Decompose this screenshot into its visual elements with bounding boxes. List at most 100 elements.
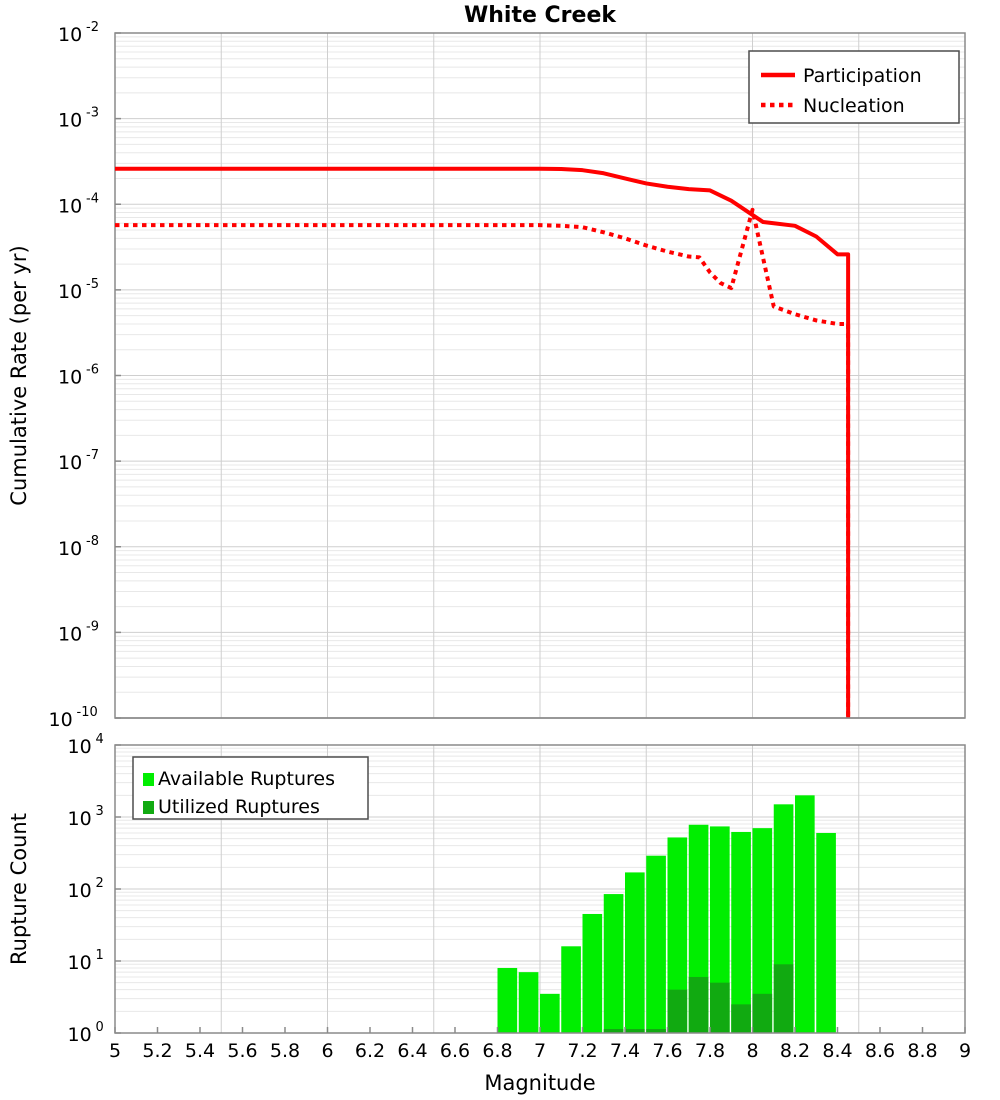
x-tick-label: 9 bbox=[959, 1040, 971, 1062]
bar-utilized-ruptures bbox=[773, 964, 794, 1033]
tick-exponent: -3 bbox=[86, 106, 99, 121]
histogram-bar-group[interactable] bbox=[561, 946, 581, 1033]
bar-utilized-ruptures bbox=[688, 976, 709, 1033]
x-tick-label: 8.4 bbox=[822, 1040, 852, 1062]
bar-available-ruptures bbox=[752, 828, 773, 1033]
histogram-legend[interactable]: Available Ruptures Utilized Ruptures bbox=[132, 756, 369, 820]
histogram-bar-group[interactable] bbox=[710, 826, 730, 1033]
mfd-legend[interactable]: Participation Nucleation bbox=[748, 50, 960, 124]
y-tick-label: 10 -3 bbox=[58, 106, 99, 132]
bar-available-ruptures bbox=[603, 894, 624, 1033]
bar-utilized-ruptures bbox=[731, 1004, 751, 1033]
y-axis-ticks-hist: 10 0 10 1 10 2 10 3 10 4 bbox=[68, 732, 121, 1046]
histogram-bar-group[interactable] bbox=[646, 855, 666, 1033]
tick-mantissa: 10 bbox=[68, 736, 92, 758]
histogram-bar-group[interactable] bbox=[816, 832, 836, 1033]
bar-utilized-ruptures bbox=[646, 1029, 666, 1033]
tick-exponent: 2 bbox=[96, 876, 104, 891]
histogram-bar-group[interactable] bbox=[773, 804, 794, 1033]
tick-mantissa: 10 bbox=[68, 1024, 92, 1046]
tick-exponent: -9 bbox=[86, 619, 99, 634]
y-tick-label: 10 -5 bbox=[58, 277, 99, 303]
y-tick-label: 10 1 bbox=[68, 948, 104, 974]
bar-available-ruptures bbox=[816, 832, 836, 1033]
tick-exponent: -7 bbox=[86, 448, 99, 463]
legend-label-nucleation: Nucleation bbox=[803, 95, 905, 117]
histogram-bar-group[interactable] bbox=[540, 993, 560, 1033]
bar-utilized-ruptures bbox=[752, 993, 773, 1033]
x-tick-label: 6.8 bbox=[482, 1040, 512, 1062]
histogram-bar-group[interactable] bbox=[667, 837, 688, 1033]
x-tick-label: 5.4 bbox=[185, 1040, 215, 1062]
histogram-bar-group[interactable] bbox=[603, 894, 624, 1033]
histogram-bar-group[interactable] bbox=[582, 913, 603, 1033]
bar-utilized-ruptures bbox=[603, 1029, 624, 1033]
tick-exponent: -4 bbox=[86, 191, 99, 206]
x-tick-label: 6.4 bbox=[397, 1040, 427, 1062]
x-tick-label: 5.6 bbox=[227, 1040, 257, 1062]
x-tick-label: 6 bbox=[321, 1040, 333, 1062]
y-tick-label: 10 -2 bbox=[58, 20, 99, 46]
grid-lines bbox=[114, 32, 966, 719]
tick-exponent: 1 bbox=[96, 948, 104, 963]
y-axis-title-mfd: Cumulative Rate (per yr) bbox=[7, 245, 31, 505]
bar-available-ruptures bbox=[540, 993, 560, 1033]
bar-available-ruptures bbox=[731, 831, 751, 1033]
histogram-bar-group[interactable] bbox=[752, 828, 773, 1033]
tick-mantissa: 10 bbox=[49, 709, 73, 731]
mfd-legend-box bbox=[748, 50, 960, 124]
y-tick-label: 10 0 bbox=[68, 1020, 104, 1046]
x-tick-label: 5 bbox=[109, 1040, 121, 1062]
y-axis-title-hist: Rupture Count bbox=[7, 813, 31, 965]
y-tick-label: 10 -6 bbox=[58, 363, 99, 389]
bar-available-ruptures bbox=[795, 795, 815, 1033]
x-axis-title: Magnitude bbox=[484, 1071, 595, 1095]
x-tick-label: 7.2 bbox=[567, 1040, 597, 1062]
y-tick-label: 10 4 bbox=[68, 732, 104, 758]
x-tick-label: 7 bbox=[534, 1040, 546, 1062]
bar-available-ruptures bbox=[625, 872, 645, 1033]
tick-mantissa: 10 bbox=[68, 808, 92, 830]
bar-utilized-ruptures bbox=[710, 982, 730, 1033]
histogram-bars bbox=[497, 795, 836, 1033]
tick-exponent: 4 bbox=[96, 732, 104, 747]
legend-swatch-available bbox=[143, 773, 154, 786]
x-tick-label: 8.2 bbox=[780, 1040, 810, 1062]
chart-title: White Creek bbox=[464, 3, 617, 28]
x-tick-label: 5.8 bbox=[270, 1040, 300, 1062]
legend-label-utilized: Utilized Ruptures bbox=[158, 796, 320, 818]
x-tick-label: 7.8 bbox=[695, 1040, 725, 1062]
series-line-participation bbox=[115, 166, 851, 718]
histogram-bar-group[interactable] bbox=[731, 831, 751, 1033]
x-tick-label: 7.6 bbox=[652, 1040, 682, 1062]
bar-available-ruptures bbox=[710, 826, 730, 1033]
tick-mantissa: 10 bbox=[68, 880, 92, 902]
histogram-bar-group[interactable] bbox=[518, 972, 539, 1033]
y-tick-label: 10 -8 bbox=[58, 534, 99, 560]
histogram-bar-group[interactable] bbox=[497, 967, 518, 1033]
histogram-bar-group[interactable] bbox=[795, 795, 815, 1033]
tick-exponent: -5 bbox=[86, 277, 99, 292]
mfd-clip-mask bbox=[116, 719, 964, 745]
histogram-legend-box bbox=[132, 756, 369, 820]
legend-label-available: Available Ruptures bbox=[158, 768, 335, 790]
tick-exponent: -2 bbox=[86, 20, 99, 35]
y-tick-label: 10 -7 bbox=[58, 448, 99, 474]
tick-mantissa: 10 bbox=[58, 24, 82, 46]
tick-mantissa: 10 bbox=[58, 538, 82, 560]
x-tick-label: 7.4 bbox=[610, 1040, 640, 1062]
x-tick-label: 8 bbox=[746, 1040, 758, 1062]
tick-mantissa: 10 bbox=[58, 195, 82, 217]
x-tick-label: 6.2 bbox=[355, 1040, 385, 1062]
legend-swatch-utilized bbox=[143, 801, 154, 814]
x-tick-label: 5.2 bbox=[142, 1040, 172, 1062]
bar-available-ruptures bbox=[518, 972, 539, 1033]
series-line-nucleation bbox=[115, 207, 851, 718]
bar-available-ruptures bbox=[582, 913, 603, 1033]
histogram-bar-group[interactable] bbox=[625, 872, 645, 1033]
tick-exponent: -8 bbox=[86, 534, 99, 549]
histogram-bar-group[interactable] bbox=[688, 824, 709, 1033]
tick-mantissa: 10 bbox=[58, 452, 82, 474]
tick-mantissa: 10 bbox=[58, 110, 82, 132]
